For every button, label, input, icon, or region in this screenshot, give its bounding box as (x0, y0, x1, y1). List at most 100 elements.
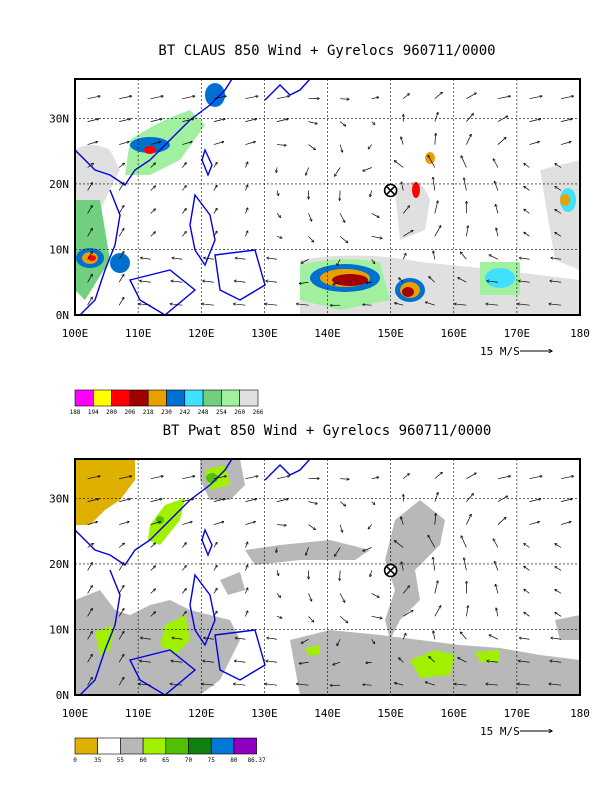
wind-vector (399, 658, 404, 663)
plot-frame (74, 458, 581, 696)
x-tick-label: 180 (570, 707, 590, 720)
wind-vector (560, 476, 574, 480)
wind-vector (182, 522, 192, 525)
colorbar-label: 65 (162, 757, 170, 764)
colorbar-swatch (188, 737, 212, 755)
wind-vector (434, 492, 438, 502)
chart-title: BT CLAUS 850 Wind + Gyrelocs 960711/0000 (158, 43, 495, 59)
wind-vector (150, 566, 156, 571)
wind-vector (276, 547, 277, 553)
x-axis: 100E 110E 120E 130E 140E 150E 160E 170E 180 (62, 327, 590, 340)
wind-vector (425, 682, 435, 686)
wind-vector (171, 281, 183, 283)
wind-vector (339, 213, 345, 222)
wind-vector (497, 116, 508, 122)
wind-vector (172, 638, 183, 640)
wind-vector (497, 476, 511, 480)
wind-vector (213, 119, 225, 122)
colorbar-label: 70 (185, 757, 193, 764)
wind-vector (460, 632, 467, 640)
wind-vector (119, 96, 132, 100)
colorbar-swatch (97, 737, 121, 755)
wind-vector (245, 231, 247, 237)
wind-vector (435, 513, 436, 525)
wind-vector (213, 499, 225, 502)
wind-vector (235, 638, 246, 640)
wind-vector (150, 96, 164, 100)
wind-vector (368, 524, 372, 529)
colorbar-swatch (210, 737, 235, 755)
colorbar-swatch (202, 389, 222, 407)
wind-vector (394, 161, 404, 168)
wind-vector (118, 585, 124, 594)
wind-vector (87, 205, 93, 214)
wind-vector (245, 565, 247, 571)
wind-vector (494, 181, 499, 191)
wind-vector (182, 566, 186, 571)
wind-vector (87, 654, 93, 663)
wind-vector (87, 163, 94, 168)
wind-vector (87, 522, 98, 525)
wind-vector (87, 142, 98, 145)
wind-vector (433, 557, 436, 571)
wind-vector (301, 638, 309, 643)
wind-vector (334, 547, 341, 557)
colorbar-swatch (120, 737, 144, 755)
colorbar-label: 55 (117, 757, 125, 764)
wind-vector (434, 226, 441, 237)
wind-vector (182, 142, 192, 145)
wind-vector (487, 661, 498, 663)
wind-vector (299, 661, 309, 663)
wind-vector (399, 278, 404, 283)
wind-vector (171, 661, 183, 663)
y-axis: 0N 10N 20N 30N (49, 492, 69, 702)
wind-vector (265, 684, 278, 686)
wind-vector (519, 258, 530, 260)
wind-vector (234, 281, 246, 283)
wind-vector (182, 499, 193, 502)
wind-vector (555, 567, 562, 571)
wind-vector (394, 541, 404, 548)
x-tick-label: 110E (125, 707, 152, 720)
wind-vector (371, 121, 375, 125)
wind-vector (402, 253, 406, 260)
wind-vector (213, 611, 217, 617)
wind-vector (118, 654, 124, 663)
wind-vector (170, 304, 183, 306)
wind-vector (276, 96, 290, 100)
wind-vector (461, 536, 467, 548)
wind-vector (340, 190, 341, 200)
panel-pwat: BT Pwat 850 Wind + Gyrelocs 960711/0000 (49, 423, 590, 764)
wind-vector (87, 677, 93, 686)
colorbar-swatch (93, 389, 112, 407)
wind-vector (87, 96, 101, 100)
wind-vector (434, 201, 438, 214)
wind-vector (434, 92, 443, 99)
wind-vector (276, 476, 290, 480)
wind-vector (550, 661, 562, 663)
wind-vector (245, 185, 247, 191)
wind-vector (529, 476, 543, 480)
wind-vector (140, 638, 151, 640)
wind-vector (140, 258, 151, 260)
wind-vector (119, 476, 132, 480)
wind-vector (213, 231, 217, 237)
wind-vector (266, 661, 278, 663)
wind-vector (466, 606, 468, 617)
wind-vector (529, 142, 540, 145)
x-tick-label: 140E (314, 327, 341, 340)
wind-vector (118, 543, 124, 548)
wind-vector (234, 661, 246, 663)
colorbar-swatch (221, 389, 240, 407)
wind-vector (339, 144, 342, 153)
colorbar-label: 75 (208, 757, 216, 764)
colorbar-swatch (147, 389, 167, 407)
wind-vector (213, 522, 224, 525)
colorbar-swatch (166, 389, 186, 407)
wind-vector (425, 302, 435, 306)
y-axis: 0N 10N 20N 30N (49, 112, 69, 322)
wind-vector (276, 213, 281, 217)
wind-vector (182, 231, 186, 237)
wind-vector (524, 566, 530, 571)
